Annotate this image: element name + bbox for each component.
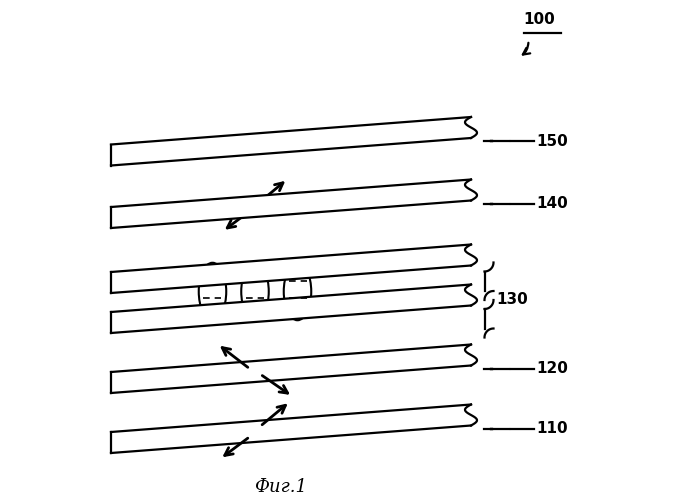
Text: 100: 100 xyxy=(524,12,555,28)
Ellipse shape xyxy=(198,262,226,320)
Polygon shape xyxy=(111,344,471,393)
Polygon shape xyxy=(111,404,471,453)
Text: 140: 140 xyxy=(536,196,567,212)
Text: Фиг.1: Фиг.1 xyxy=(254,478,308,496)
Ellipse shape xyxy=(284,262,311,320)
Text: 150: 150 xyxy=(536,134,567,149)
Polygon shape xyxy=(111,180,471,228)
Polygon shape xyxy=(111,284,471,333)
Ellipse shape xyxy=(241,262,269,320)
Text: 110: 110 xyxy=(536,421,567,436)
Polygon shape xyxy=(111,117,471,166)
Text: 120: 120 xyxy=(536,361,568,376)
Text: 130: 130 xyxy=(496,292,528,308)
Polygon shape xyxy=(111,244,471,293)
